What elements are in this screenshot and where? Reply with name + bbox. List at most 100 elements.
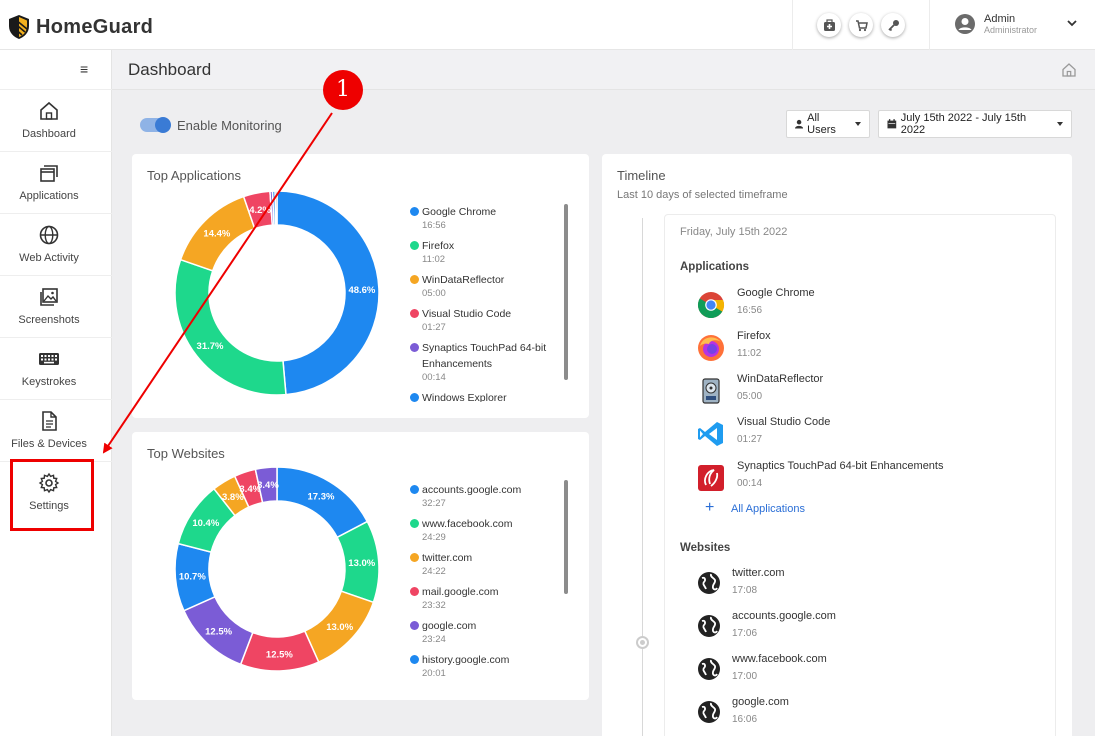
legend-color-dot — [410, 621, 419, 630]
websites-heading: Websites — [680, 542, 731, 554]
key-icon[interactable] — [881, 13, 905, 37]
website-slice-label: 12.5% — [266, 649, 293, 660]
legend-time: 16:56 — [422, 220, 446, 231]
website-slice-label: 3.4% — [257, 480, 279, 491]
timeline-date: Friday, July 15th 2022 — [680, 226, 788, 238]
legend-time: 05:00 — [422, 288, 446, 299]
app-slice-label: 48.6% — [348, 285, 375, 296]
app-slice[interactable] — [274, 190, 278, 226]
sidebar-item-screenshots[interactable]: Screenshots — [0, 276, 112, 338]
sidebar-item-label: Screenshots — [18, 314, 80, 326]
logo[interactable]: HomeGuard — [8, 14, 153, 40]
card-title: Top Websites — [147, 446, 225, 461]
legend-name: www.facebook.com — [422, 518, 513, 530]
app-name: Visual Studio Code — [737, 416, 831, 428]
legend-scrollbar[interactable] — [564, 204, 568, 380]
website-slice-label: 10.4% — [192, 518, 219, 529]
legend-name: Google Chrome — [422, 206, 497, 218]
legend-color-dot — [410, 553, 419, 562]
annotation-highlight-box — [10, 459, 94, 531]
drive-icon — [702, 378, 720, 404]
website-legend-item[interactable]: www.facebook.com 24:29 — [410, 516, 560, 544]
sidebar-item-dashboard[interactable]: Dashboard — [0, 90, 112, 152]
windows-icon — [40, 165, 58, 182]
website-legend-item[interactable]: history.google.com 20:01 — [410, 652, 560, 680]
hamburger-icon[interactable]: ≡ — [80, 61, 89, 77]
website-legend-item[interactable]: accounts.google.com 32:27 — [410, 482, 560, 510]
first-aid-icon[interactable] — [817, 13, 841, 37]
monitoring-toggle[interactable] — [140, 117, 171, 133]
sidebar-item-label: Settings — [29, 500, 69, 512]
globe-icon — [698, 615, 720, 637]
app-slice-label: 14.4% — [203, 228, 230, 239]
user-menu[interactable]: Admin Administrator — [954, 13, 1077, 35]
timeline-line — [642, 218, 643, 736]
app-legend-item[interactable]: Visual Studio Code 01:27 — [410, 306, 560, 334]
app-legend-item[interactable]: WinDataReflector 05:00 — [410, 272, 560, 300]
annotation-step-badge: 1 — [323, 70, 363, 110]
website-time: 17:06 — [732, 628, 758, 639]
caret-down-icon — [1057, 122, 1063, 126]
home-icon — [40, 101, 58, 120]
top-applications-card: Top Applications 48.6% 31.7% 14.4% 4.2% Goo… — [132, 154, 589, 418]
header-icon-group — [792, 0, 930, 50]
globe-icon — [698, 572, 720, 594]
website-slice-label: 10.7% — [179, 572, 206, 583]
legend-name: Windows Explorer — [422, 392, 507, 402]
file-icon — [42, 411, 57, 431]
legend-color-dot — [410, 655, 419, 664]
website-name: twitter.com — [732, 567, 785, 579]
globe-icon — [698, 701, 720, 723]
image-icon — [40, 288, 58, 306]
website-legend-item[interactable]: mail.google.com 23:32 — [410, 584, 560, 612]
legend-name: accounts.google.com — [422, 484, 522, 496]
app-legend-item[interactable]: Firefox 11:02 — [410, 238, 560, 266]
legend-name: mail.google.com — [422, 586, 499, 598]
synaptics-icon — [698, 465, 724, 491]
app-legend-item[interactable]: Windows Explorer — [410, 390, 560, 402]
chevron-down-icon[interactable] — [1066, 17, 1078, 29]
users-dropdown[interactable]: All Users — [786, 110, 870, 138]
date-range-dropdown[interactable]: July 15th 2022 - July 15th 2022 — [878, 110, 1072, 138]
sidebar-item-web-activity[interactable]: Web Activity — [0, 214, 112, 276]
website-time: 17:08 — [732, 585, 758, 596]
sidebar-item-keystrokes[interactable]: Keystrokes — [0, 338, 112, 400]
app-slice[interactable] — [174, 258, 287, 396]
legend-name: history.google.com — [422, 654, 510, 666]
sidebar-item-label: Dashboard — [22, 128, 76, 140]
cart-icon[interactable] — [849, 13, 873, 37]
legend-scrollbar[interactable] — [564, 480, 568, 594]
sidebar-item-files-devices[interactable]: Files & Devices — [0, 400, 112, 462]
legend-time: 23:24 — [422, 634, 446, 645]
home-breadcrumb-icon[interactable] — [1061, 62, 1077, 78]
timeline-subtitle: Last 10 days of selected timeframe — [617, 189, 788, 201]
timeline-title: Timeline — [617, 168, 666, 183]
sidebar-item-settings[interactable]: Settings — [0, 462, 112, 524]
legend-name: Firefox — [422, 240, 455, 252]
card-title: Top Applications — [147, 168, 241, 183]
top-websites-card: Top Websites 17.3% 13.0% 13.0% 12.5% 12.5% 10… — [132, 432, 589, 700]
sidebar-item-applications[interactable]: Applications — [0, 152, 112, 214]
legend-color-dot — [410, 587, 419, 596]
app-time: 01:27 — [737, 434, 763, 445]
app-name: Synaptics TouchPad 64-bit Enhancements — [737, 460, 944, 472]
app-time: 16:56 — [737, 305, 763, 316]
top-websites-legend: accounts.google.com 32:27 www.facebook.com… — [410, 482, 560, 680]
timeline-node[interactable] — [636, 636, 649, 649]
website-slice[interactable] — [254, 466, 278, 504]
website-legend-item[interactable]: twitter.com 24:22 — [410, 550, 560, 578]
legend-time: 00:14 — [422, 372, 446, 383]
app-legend-item[interactable]: Synaptics TouchPad 64-bit Enhancements 00… — [410, 340, 560, 384]
legend-name: WinDataReflector — [422, 274, 505, 286]
legend-color-dot — [410, 309, 419, 318]
sidebar-item-label: Applications — [19, 190, 79, 202]
chrome-icon — [697, 292, 725, 319]
user-role: Administrator — [984, 25, 1038, 35]
app-time: 05:00 — [737, 391, 763, 402]
app-legend-item[interactable]: Google Chrome 16:56 — [410, 204, 560, 232]
vscode-icon — [698, 422, 723, 446]
legend-color-dot — [410, 519, 419, 528]
website-legend-item[interactable]: google.com 23:24 — [410, 618, 560, 646]
website-name: www.facebook.com — [732, 653, 827, 665]
app-time: 11:02 — [737, 348, 762, 359]
